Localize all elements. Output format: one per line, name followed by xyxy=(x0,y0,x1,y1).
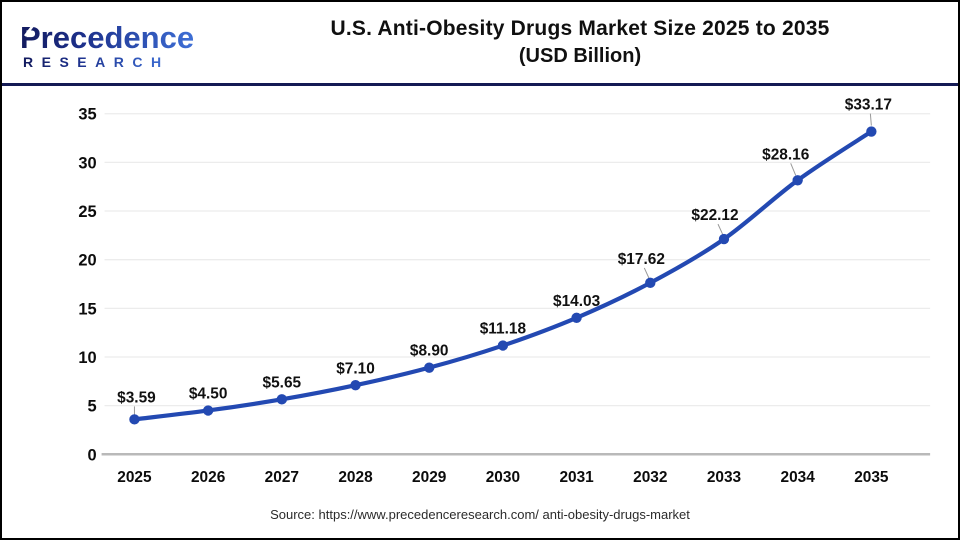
x-axis-year-label: 2029 xyxy=(412,469,446,486)
data-point-marker xyxy=(571,312,582,323)
x-axis-year-label: 2035 xyxy=(854,469,889,486)
x-axis-year-label: 2032 xyxy=(633,469,667,486)
source-citation: Source: https://www.precedenceresearch.c… xyxy=(270,506,690,522)
data-value-label: $11.18 xyxy=(480,321,527,338)
y-axis-tick-label: 25 xyxy=(78,203,96,221)
chart-title-line1: U.S. Anti-Obesity Drugs Market Size 2025… xyxy=(330,17,830,40)
label-leader-line xyxy=(717,223,724,236)
x-axis-year-label: 2034 xyxy=(781,469,816,486)
data-point-marker xyxy=(202,405,214,416)
data-value-label: $14.03 xyxy=(553,293,601,310)
y-axis-tick-label: 20 xyxy=(78,252,96,270)
data-point-marker xyxy=(866,126,877,137)
data-point-marker xyxy=(276,394,288,405)
x-axis-year-label: 2028 xyxy=(338,469,373,486)
x-axis-year-label: 2031 xyxy=(559,469,594,486)
data-value-label: $28.16 xyxy=(762,146,810,163)
logo-subtitle: RESEARCH xyxy=(23,54,170,70)
data-value-label: $33.17 xyxy=(845,97,892,114)
x-axis-year-label: 2030 xyxy=(486,469,520,486)
y-axis-tick-label: 35 xyxy=(78,106,96,124)
label-leader-line xyxy=(643,267,650,280)
x-axis-year-label: 2026 xyxy=(191,469,226,486)
data-value-label: $22.12 xyxy=(691,207,738,224)
data-point-marker xyxy=(718,233,730,245)
footer: Source: https://www.precedenceresearch.c… xyxy=(2,490,958,538)
y-axis-tick-label: 5 xyxy=(87,398,96,416)
y-axis-tick-label: 30 xyxy=(78,154,96,172)
data-point-marker xyxy=(792,175,803,186)
data-point-marker xyxy=(129,414,140,425)
chart-title: U.S. Anti-Obesity Drugs Market Size 2025… xyxy=(232,2,928,83)
data-point-marker xyxy=(645,277,656,289)
data-value-label: $17.62 xyxy=(618,251,665,268)
data-value-label: $5.65 xyxy=(263,374,302,391)
data-value-label: $4.50 xyxy=(189,386,228,403)
data-point-marker xyxy=(424,362,435,373)
data-value-label: $7.10 xyxy=(336,360,375,377)
logo-leaf-slash xyxy=(23,18,40,37)
data-point-marker xyxy=(350,380,361,391)
header-divider xyxy=(2,83,958,86)
logo-graphic: Precedence RESEARCH xyxy=(20,18,194,70)
chart-title-line2: (USD Billion) xyxy=(518,45,642,67)
x-axis-year-label: 2025 xyxy=(117,469,152,486)
x-axis-year-label: 2027 xyxy=(265,469,299,486)
y-axis-tick-label: 15 xyxy=(78,300,96,318)
data-value-label: $8.90 xyxy=(410,343,449,360)
header: Precedence RESEARCH U.S. Anti-Obesity Dr… xyxy=(2,2,958,83)
market-trend-line xyxy=(132,129,874,422)
precedence-research-logo: Precedence RESEARCH xyxy=(14,12,219,79)
chart-area: 0 5 10 15 20 25 30 35 2025 2026 2027 2028 2029 2030 20… xyxy=(2,86,958,490)
y-axis-tick-label: 0 xyxy=(87,446,96,464)
label-leader-line xyxy=(790,163,797,176)
label-leader-line xyxy=(869,113,872,126)
y-axis-tick-label: 10 xyxy=(78,349,96,367)
data-value-label: $3.59 xyxy=(117,389,156,406)
x-axis-year-label: 2033 xyxy=(707,469,742,486)
data-point-marker xyxy=(497,340,509,351)
logo-wordmark: Precedence xyxy=(20,20,194,55)
